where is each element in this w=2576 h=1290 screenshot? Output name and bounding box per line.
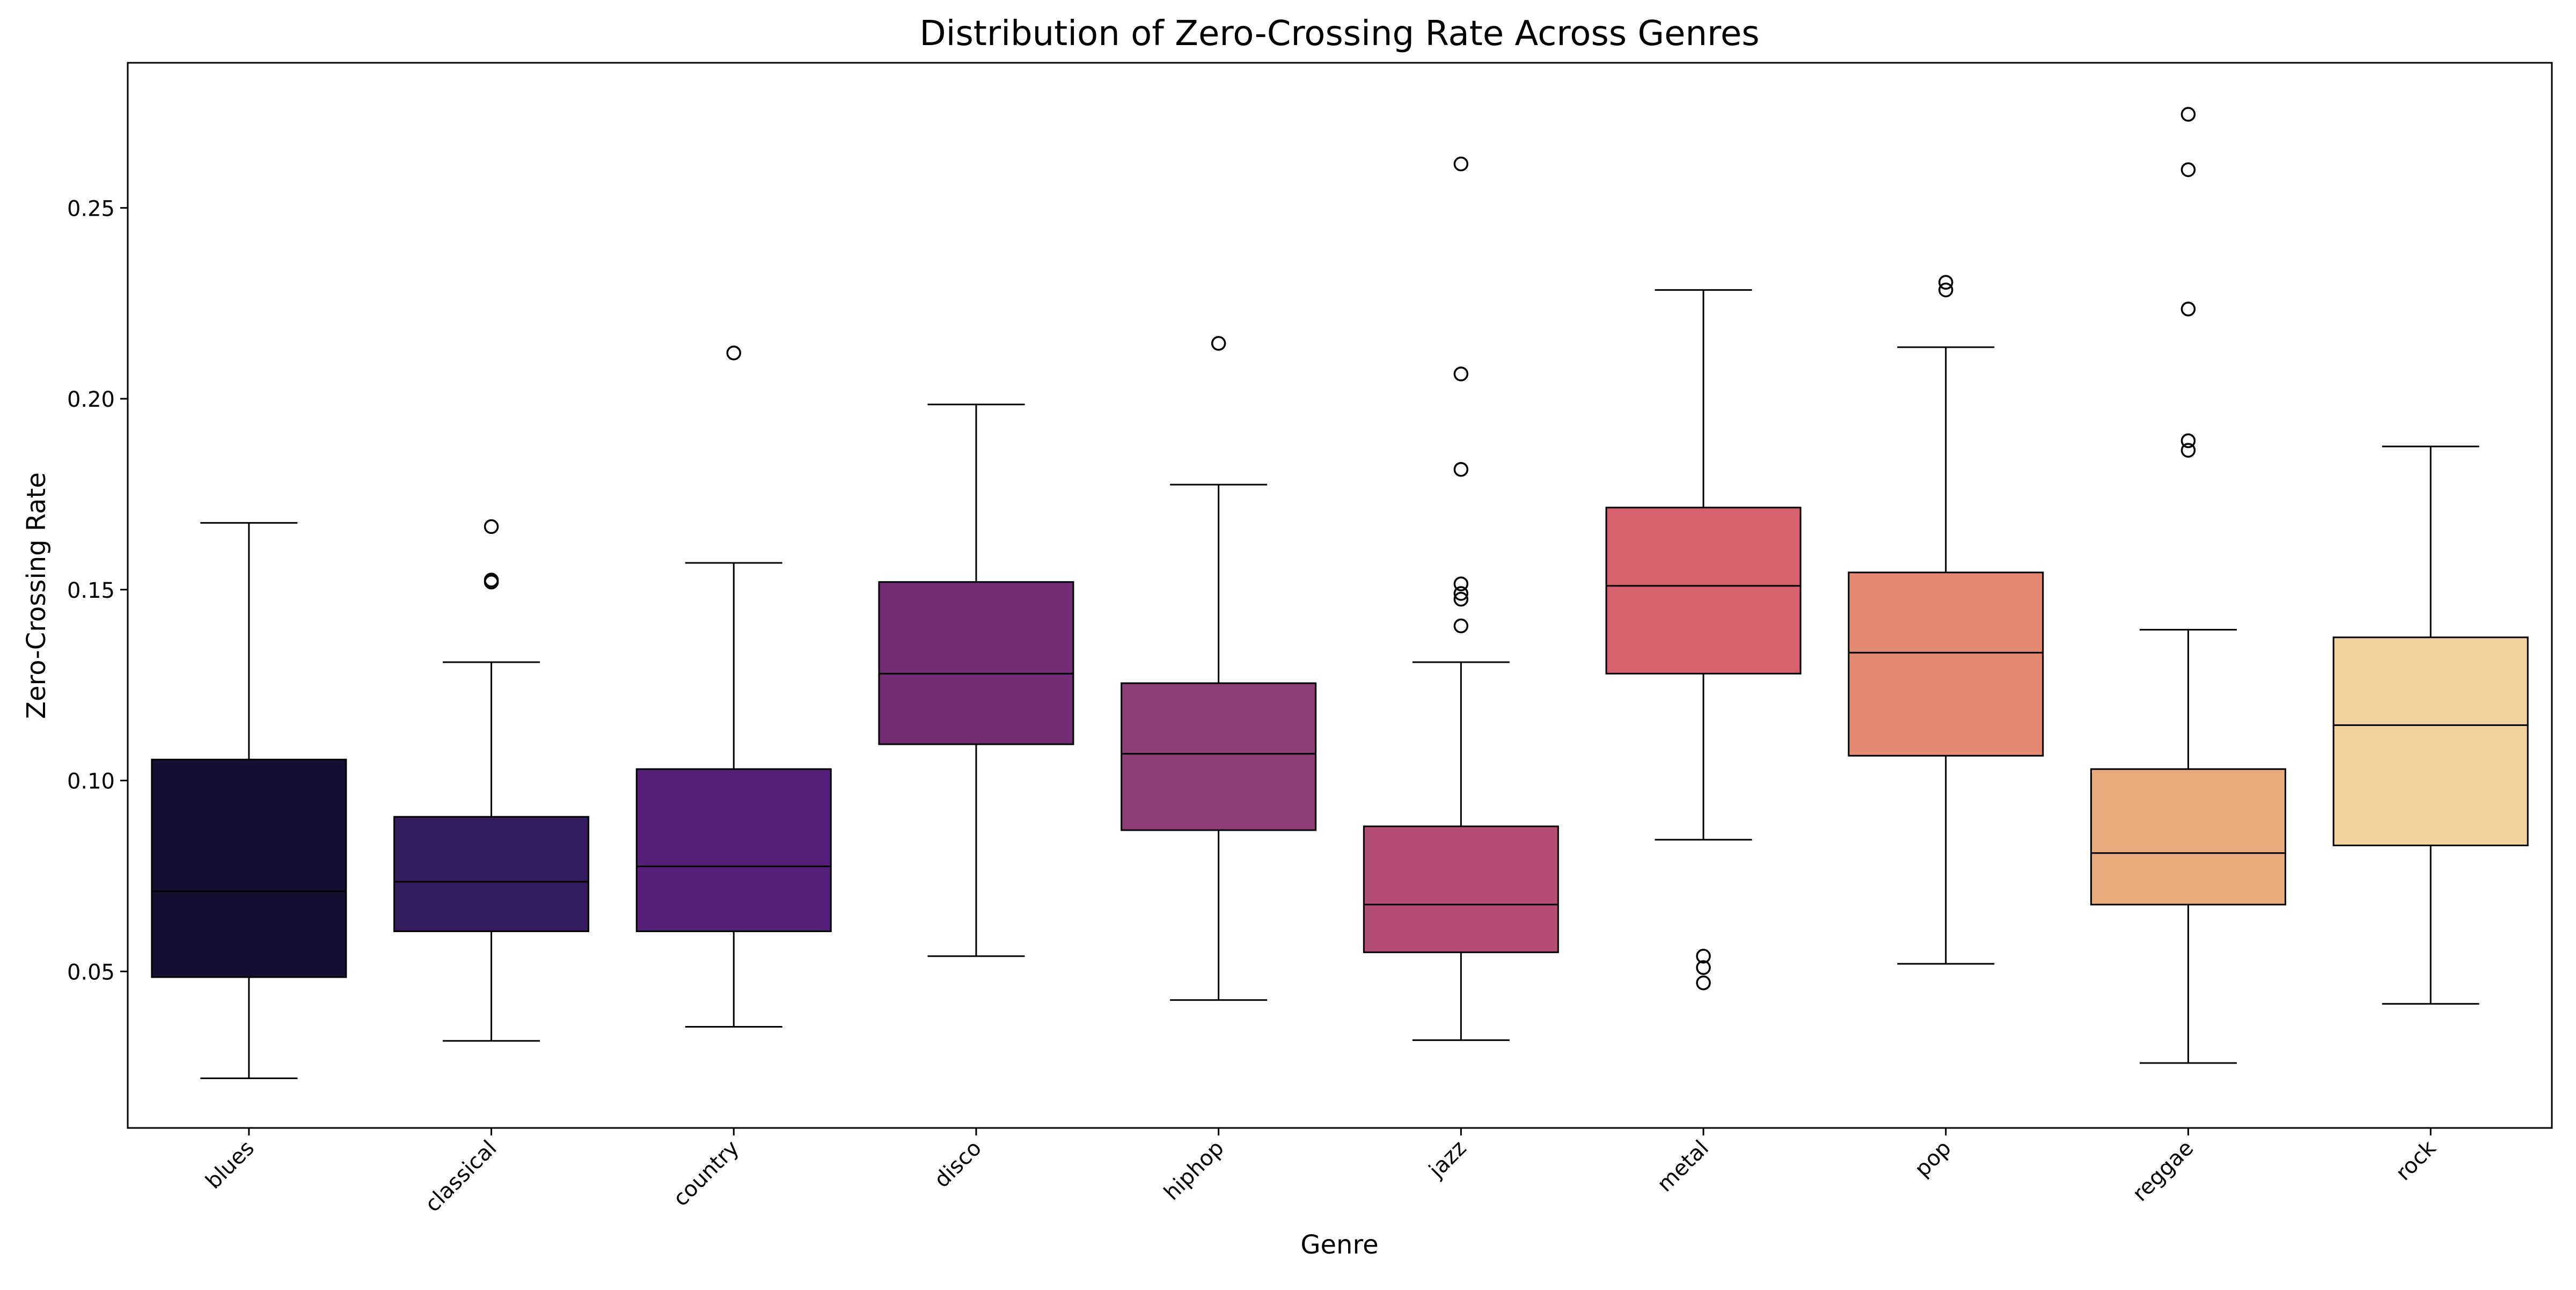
outlier-point: [1453, 591, 1469, 607]
box-group-metal: [1605, 289, 1802, 991]
box-group-hiphop: [1121, 336, 1317, 1001]
outlier-point: [1453, 618, 1469, 634]
outlier-point: [726, 345, 741, 361]
plot-frame: [127, 62, 2553, 1129]
outlier-point: [1696, 949, 1711, 964]
box-iqr: [1363, 825, 1559, 954]
box-iqr: [1121, 682, 1317, 831]
outlier-point: [1453, 576, 1469, 591]
box-group-rock: [2332, 445, 2529, 1005]
y-tick-label: 0.20: [67, 387, 115, 412]
box-iqr: [151, 758, 347, 978]
x-axis-label: Genre: [1300, 1230, 1378, 1260]
box-group-jazz: [1363, 156, 1559, 1041]
outlier-point: [1938, 275, 1953, 290]
box-iqr: [2090, 768, 2286, 906]
outlier-point: [484, 519, 499, 534]
outlier-point: [1453, 586, 1469, 601]
y-axis-label: Zero-Crossing Rate: [21, 472, 52, 719]
box-iqr: [878, 581, 1074, 745]
outlier-point: [1211, 336, 1226, 351]
outlier-point: [1696, 975, 1711, 991]
outlier-point: [2180, 443, 2196, 458]
outlier-point: [2180, 162, 2196, 177]
box-group-blues: [151, 522, 347, 1080]
outlier-point: [2180, 107, 2196, 122]
y-tick-label: 0.15: [67, 578, 115, 603]
outlier-point: [1453, 461, 1469, 477]
box-iqr: [1605, 507, 1802, 675]
box-iqr: [2332, 636, 2529, 847]
box-group-pop: [1848, 275, 2044, 965]
outlier-point: [1938, 282, 1953, 298]
y-tick-label: 0.10: [67, 769, 115, 794]
box-group-classical: [393, 519, 590, 1042]
outlier-point: [1696, 960, 1711, 975]
box-group-reggae: [2090, 107, 2286, 1064]
outlier-point: [2180, 302, 2196, 317]
outlier-point: [1453, 156, 1469, 172]
box-iqr: [635, 768, 832, 933]
outlier-point: [2180, 433, 2196, 449]
outlier-point: [1453, 367, 1469, 382]
y-tick-label: 0.25: [67, 196, 115, 221]
box-iqr: [1848, 571, 2044, 757]
box-group-country: [635, 345, 832, 1028]
box-iqr: [393, 816, 590, 933]
outlier-point: [484, 574, 499, 590]
box-group-disco: [878, 404, 1074, 957]
y-tick-label: 0.05: [67, 960, 115, 985]
chart-title: Distribution of Zero-Crossing Rate Acros…: [919, 14, 1759, 54]
